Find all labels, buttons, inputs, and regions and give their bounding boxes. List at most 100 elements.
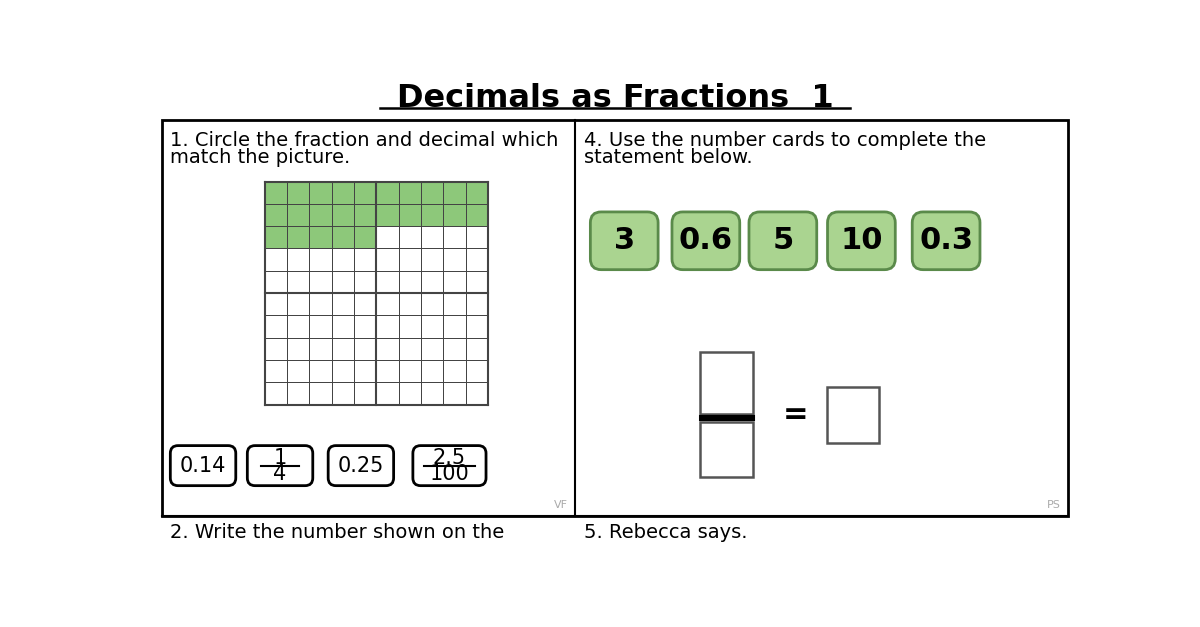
Bar xyxy=(421,226,443,248)
Text: 3: 3 xyxy=(613,226,635,255)
Bar xyxy=(354,226,377,248)
Bar xyxy=(354,338,377,360)
Bar xyxy=(398,226,421,248)
Bar xyxy=(398,271,421,293)
Bar xyxy=(331,271,354,293)
Bar xyxy=(443,360,466,382)
Bar xyxy=(466,315,488,338)
Bar xyxy=(287,248,310,271)
Bar xyxy=(398,293,421,315)
Bar xyxy=(443,338,466,360)
Bar xyxy=(310,293,331,315)
Bar xyxy=(310,204,331,226)
Text: 1. Circle the fraction and decimal which: 1. Circle the fraction and decimal which xyxy=(170,130,558,150)
Bar xyxy=(466,293,488,315)
Bar xyxy=(377,360,398,382)
FancyBboxPatch shape xyxy=(170,446,235,486)
FancyBboxPatch shape xyxy=(828,212,895,270)
Bar xyxy=(443,181,466,204)
Bar xyxy=(443,204,466,226)
Bar xyxy=(331,315,354,338)
Bar xyxy=(287,315,310,338)
Bar xyxy=(443,382,466,405)
Text: =: = xyxy=(782,400,808,429)
Bar xyxy=(287,360,310,382)
Bar xyxy=(310,382,331,405)
Bar xyxy=(162,120,1068,517)
FancyBboxPatch shape xyxy=(912,212,980,270)
Text: 100: 100 xyxy=(430,464,469,484)
Bar xyxy=(287,204,310,226)
Text: 4: 4 xyxy=(274,464,287,484)
Bar xyxy=(287,338,310,360)
Bar xyxy=(421,360,443,382)
Bar xyxy=(466,204,488,226)
Bar xyxy=(310,226,331,248)
Bar xyxy=(265,360,287,382)
Text: 2. Write the number shown on the: 2. Write the number shown on the xyxy=(170,524,504,542)
Bar xyxy=(265,338,287,360)
FancyBboxPatch shape xyxy=(749,212,817,270)
Bar xyxy=(466,382,488,405)
Bar xyxy=(331,338,354,360)
Bar xyxy=(310,338,331,360)
Bar xyxy=(331,248,354,271)
Bar xyxy=(354,382,377,405)
Bar xyxy=(265,382,287,405)
Bar xyxy=(354,181,377,204)
Text: 0.6: 0.6 xyxy=(679,226,733,255)
Text: 5. Rebecca says.: 5. Rebecca says. xyxy=(584,524,748,542)
Bar xyxy=(331,382,354,405)
Bar xyxy=(265,226,287,248)
Bar xyxy=(331,226,354,248)
Bar xyxy=(377,181,398,204)
Bar xyxy=(421,271,443,293)
Text: match the picture.: match the picture. xyxy=(170,147,350,167)
Bar xyxy=(331,181,354,204)
Bar xyxy=(443,271,466,293)
Bar xyxy=(398,338,421,360)
Bar xyxy=(310,181,331,204)
FancyBboxPatch shape xyxy=(247,446,313,486)
Bar xyxy=(443,315,466,338)
Bar xyxy=(466,181,488,204)
Bar xyxy=(466,338,488,360)
Text: statement below.: statement below. xyxy=(584,147,752,167)
Text: 0.14: 0.14 xyxy=(180,456,227,476)
FancyBboxPatch shape xyxy=(672,212,739,270)
Bar xyxy=(421,293,443,315)
Bar xyxy=(398,248,421,271)
Bar xyxy=(466,248,488,271)
Bar xyxy=(331,293,354,315)
Text: 0.25: 0.25 xyxy=(337,456,384,476)
Bar xyxy=(398,204,421,226)
Bar xyxy=(287,181,310,204)
Bar xyxy=(331,204,354,226)
Text: Decimals as Fractions  1: Decimals as Fractions 1 xyxy=(397,83,833,114)
Bar xyxy=(265,204,287,226)
Bar xyxy=(354,360,377,382)
FancyBboxPatch shape xyxy=(413,446,486,486)
Bar xyxy=(354,293,377,315)
Bar xyxy=(354,315,377,338)
Bar xyxy=(287,226,310,248)
FancyBboxPatch shape xyxy=(328,446,394,486)
Bar xyxy=(421,338,443,360)
Bar xyxy=(398,181,421,204)
Bar xyxy=(377,315,398,338)
Bar xyxy=(310,315,331,338)
Bar xyxy=(354,271,377,293)
Bar xyxy=(398,315,421,338)
Bar xyxy=(421,248,443,271)
Bar xyxy=(265,315,287,338)
Bar xyxy=(466,271,488,293)
Bar xyxy=(310,248,331,271)
Bar xyxy=(466,360,488,382)
Bar xyxy=(377,248,398,271)
Bar xyxy=(701,352,752,414)
FancyBboxPatch shape xyxy=(590,212,658,270)
Text: VF: VF xyxy=(554,500,568,510)
Bar xyxy=(443,248,466,271)
Bar xyxy=(421,382,443,405)
Text: 1: 1 xyxy=(274,448,287,468)
